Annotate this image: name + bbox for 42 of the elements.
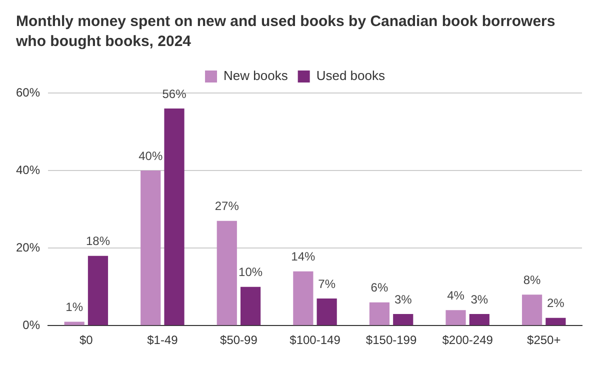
data-label: 18% [86, 234, 110, 248]
x-tick-label: $100-149 [290, 333, 341, 348]
bar [240, 286, 261, 326]
x-tick-label: $50-99 [220, 333, 258, 348]
data-label: 56% [162, 86, 187, 101]
data-label: 6% [370, 280, 388, 295]
bar [64, 322, 84, 326]
legend-label: Used books [316, 68, 386, 84]
x-tick-label: $1-49 [147, 333, 178, 348]
data-label: 40% [138, 148, 163, 163]
bar [369, 302, 390, 326]
data-label: 7% [318, 276, 336, 291]
data-label: 8% [523, 272, 542, 287]
bar [446, 310, 466, 326]
data-label: 10% [238, 265, 263, 280]
chart-title: Monthly money spent on new and used books by Canadian book borrowers who bought books, 2024 [15, 12, 556, 52]
bar [469, 314, 490, 326]
data-label: 1% [66, 300, 84, 314]
data-label: 2% [547, 296, 565, 310]
bar [164, 108, 184, 326]
bar [316, 298, 337, 326]
data-label: 14% [291, 250, 316, 264]
x-tick-label: $200-249 [442, 333, 494, 348]
bar [140, 170, 161, 326]
y-tick-label: 60% [16, 85, 40, 100]
x-tick-label: $250+ [527, 333, 561, 348]
data-label: 3% [470, 292, 488, 306]
y-tick-label: 0% [22, 318, 40, 332]
data-label: 4% [447, 288, 465, 302]
bar [522, 294, 542, 326]
bar [216, 220, 237, 326]
legend-label: New books [224, 68, 288, 84]
bar [393, 314, 414, 326]
y-tick-label: 40% [16, 162, 40, 177]
y-tick-label: 20% [16, 240, 40, 254]
x-tick-label: $0 [79, 333, 94, 348]
data-label: 3% [394, 292, 412, 306]
bar [88, 256, 108, 326]
bar [293, 271, 314, 326]
bar [546, 318, 566, 326]
data-label: 27% [214, 199, 240, 214]
x-tick-label: $150-199 [366, 333, 417, 348]
